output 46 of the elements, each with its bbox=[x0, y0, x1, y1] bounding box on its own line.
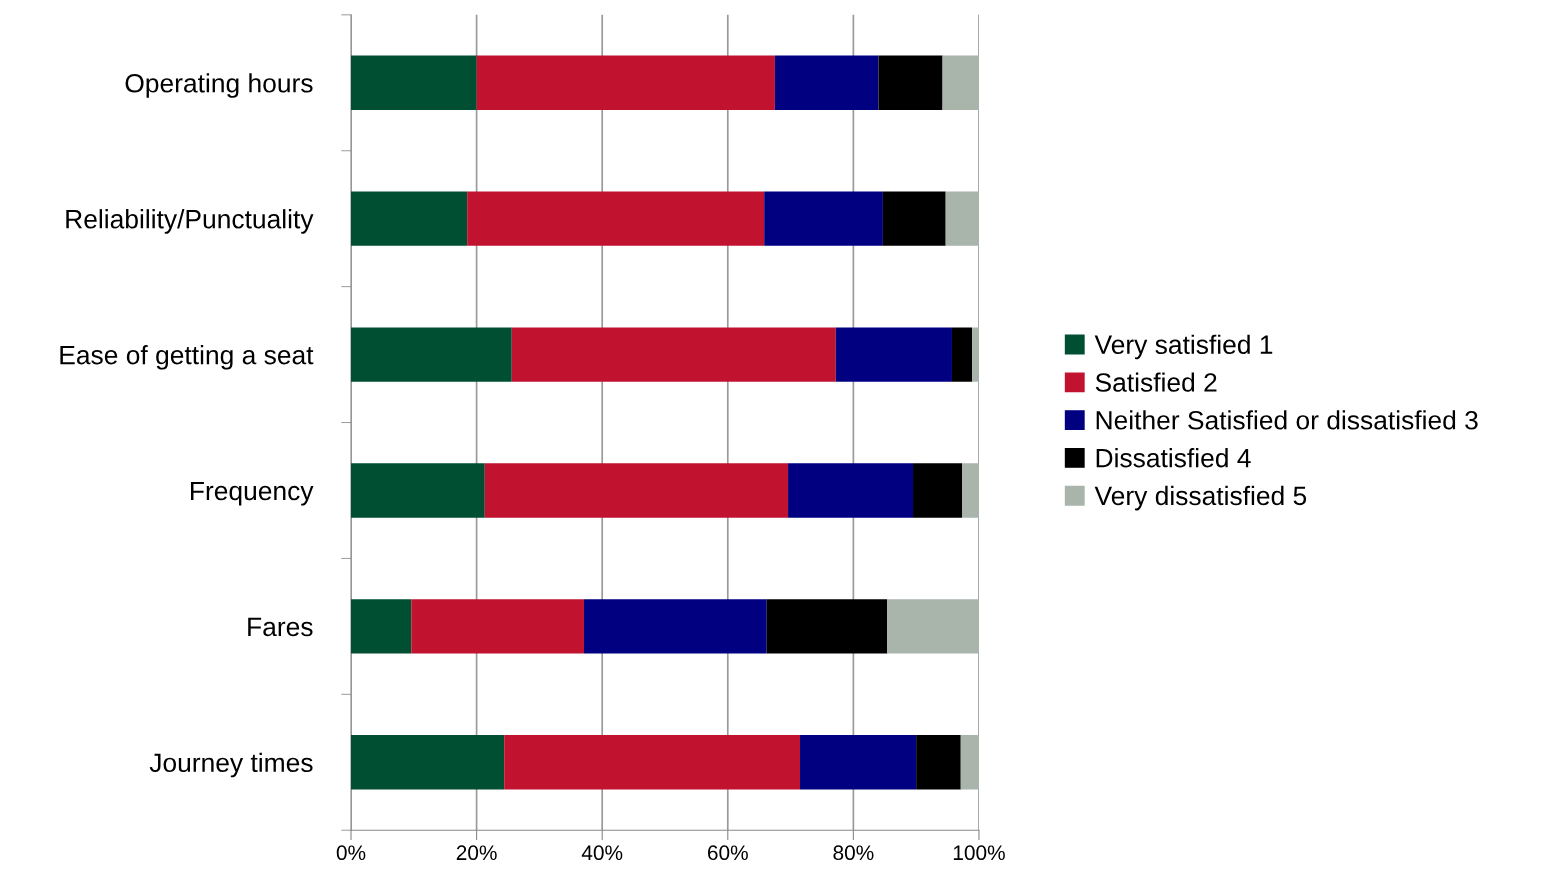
y-tick-label: Journey times bbox=[149, 752, 313, 778]
x-tick-label: 60% bbox=[707, 845, 748, 861]
bar bbox=[467, 191, 765, 246]
bar bbox=[764, 191, 883, 246]
bar bbox=[882, 191, 946, 246]
bar bbox=[878, 55, 943, 110]
legend-label: Dissatisfied 4 bbox=[1096, 448, 1251, 468]
y-tick-label: Fares bbox=[248, 617, 313, 637]
y-tick-label: Operating hours bbox=[125, 73, 313, 98]
y-tick-label: Ease of getting a seat bbox=[60, 345, 314, 370]
x-tick-label: 0% bbox=[336, 845, 366, 861]
bar bbox=[942, 55, 979, 110]
legend-label: Satisfied 2 bbox=[1095, 372, 1217, 392]
bar bbox=[962, 463, 979, 518]
bar bbox=[800, 735, 917, 790]
bar bbox=[583, 599, 767, 654]
y-tick-label: Frequency bbox=[191, 481, 314, 506]
x-tick-label: 100% bbox=[953, 845, 1005, 861]
bar bbox=[766, 599, 888, 654]
legend-label: Very dissatisfied 5 bbox=[1094, 485, 1307, 511]
x-tick-label: 40% bbox=[581, 845, 623, 861]
bar bbox=[913, 463, 963, 518]
bar bbox=[788, 463, 914, 518]
bar bbox=[351, 735, 505, 790]
bar bbox=[960, 735, 979, 790]
bar bbox=[351, 191, 468, 246]
x-tick-label: 80% bbox=[833, 845, 874, 861]
legend-label: Very satisfied 1 bbox=[1094, 334, 1273, 360]
bar bbox=[945, 191, 979, 246]
x-tick-label: 20% bbox=[456, 845, 497, 861]
y-tick-label: Reliability/Punctuality bbox=[66, 209, 314, 234]
bar bbox=[887, 599, 979, 654]
bar bbox=[351, 327, 512, 382]
legend-label: Neither Satisfied or dissatisfied 3 bbox=[1096, 410, 1478, 430]
bar bbox=[351, 55, 477, 110]
bar bbox=[951, 327, 973, 382]
bar bbox=[916, 735, 961, 790]
bar bbox=[411, 599, 584, 654]
bar bbox=[511, 327, 836, 382]
bar bbox=[351, 463, 485, 518]
bar bbox=[835, 327, 952, 382]
bar bbox=[476, 55, 775, 110]
bar bbox=[504, 735, 800, 790]
bar bbox=[484, 463, 789, 518]
bar bbox=[774, 55, 879, 110]
bar bbox=[351, 599, 412, 654]
